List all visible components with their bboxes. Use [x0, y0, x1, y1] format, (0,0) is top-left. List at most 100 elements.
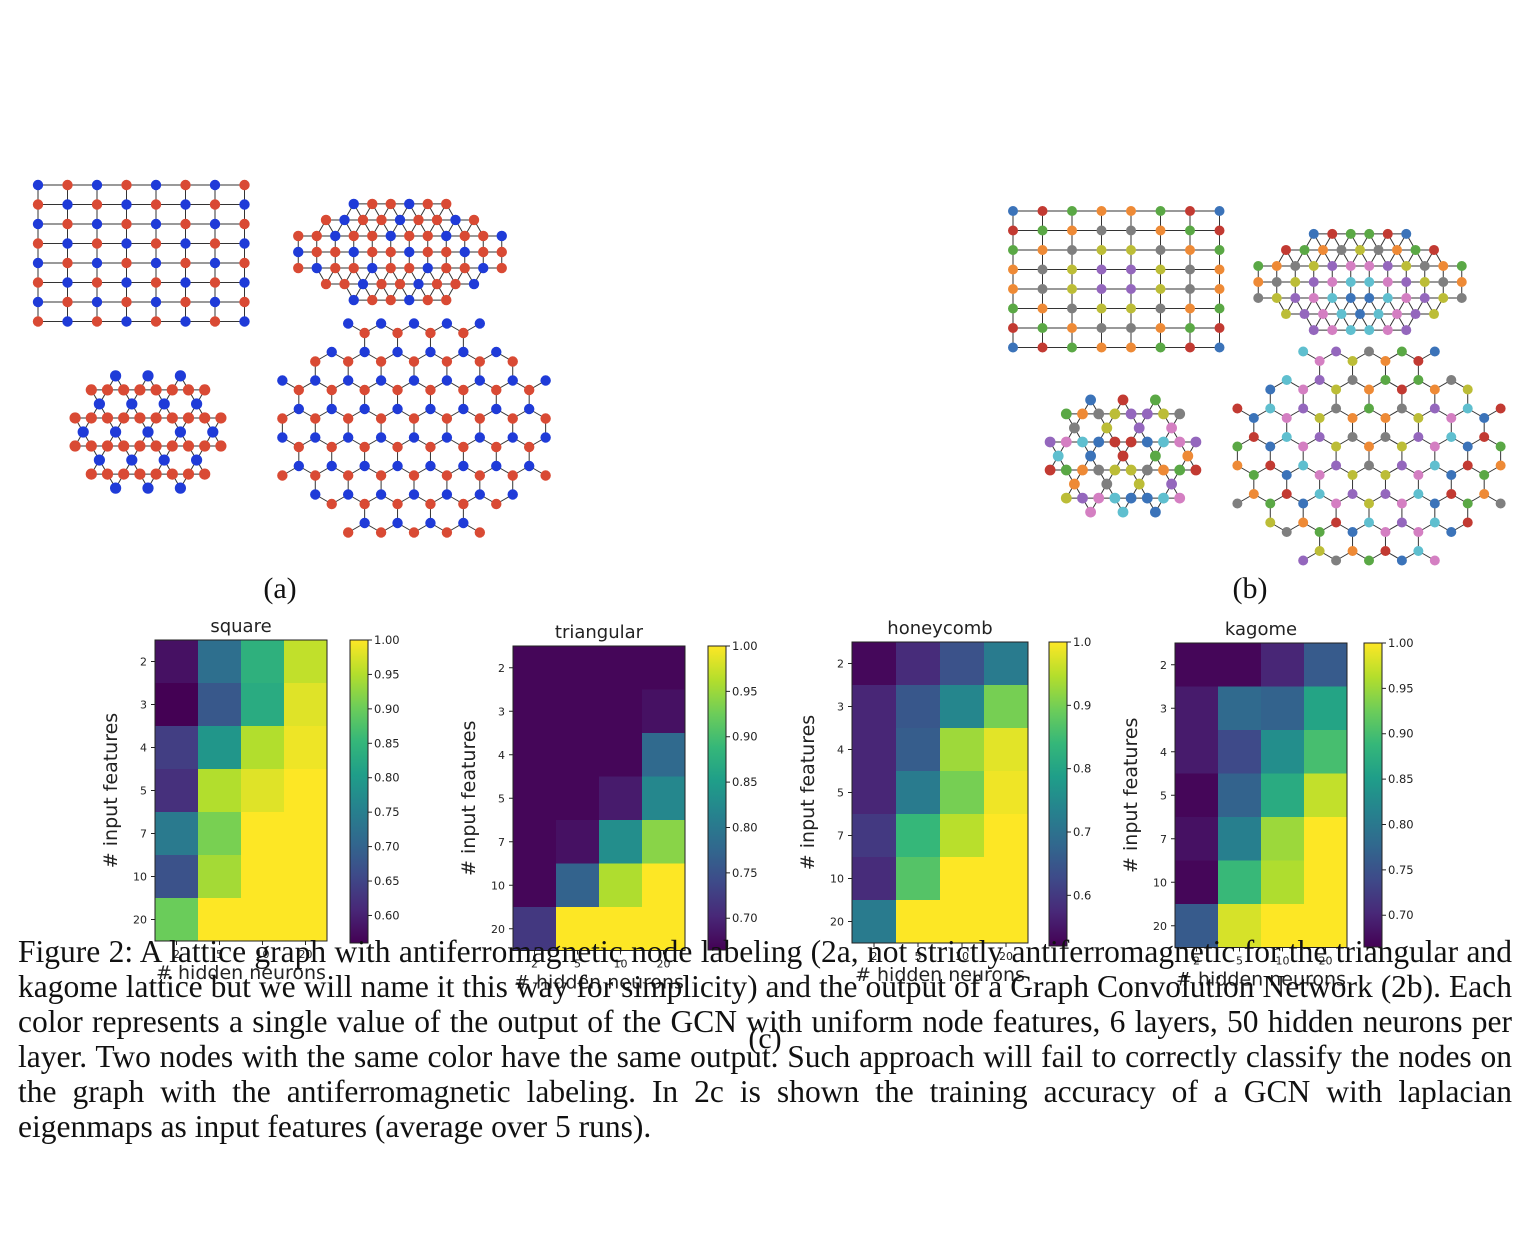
subfigure-label-c: (c) — [748, 1022, 781, 1055]
graph-node — [1008, 284, 1018, 294]
graph-node — [209, 316, 221, 327]
heatmap-cell — [1218, 730, 1262, 774]
graph-node — [1265, 460, 1276, 471]
graph-node — [293, 403, 305, 415]
heatmap-cell — [284, 726, 328, 770]
heatmap-cell — [940, 642, 985, 686]
graph-node — [1150, 506, 1161, 518]
heatmap-title: honeycomb — [887, 618, 992, 639]
graph-node — [425, 441, 436, 453]
graph-node — [1253, 277, 1264, 287]
y-tick-label: 3 — [140, 699, 147, 712]
graph-node — [118, 384, 130, 396]
graph-node — [32, 218, 44, 230]
graph-node — [85, 468, 97, 480]
y-axis-label: # input features — [458, 721, 480, 876]
graph-node — [1380, 470, 1391, 480]
heatmap-cell — [155, 898, 199, 942]
graph-node — [441, 230, 452, 242]
graph-node — [126, 398, 138, 410]
graph-node — [1401, 293, 1412, 304]
graph-node — [1190, 436, 1202, 448]
graph-node — [1037, 245, 1048, 255]
graph-node — [1345, 325, 1356, 336]
graph-node — [1446, 413, 1457, 423]
graph-node — [375, 375, 387, 386]
graph-node — [1214, 225, 1225, 236]
graph-node — [118, 468, 130, 480]
graph-node — [1298, 403, 1309, 414]
graph-node — [1093, 436, 1105, 448]
graph-node — [32, 238, 44, 249]
graph-node — [404, 198, 415, 210]
graph-node — [491, 441, 502, 453]
y-tick-label: 20 — [133, 914, 147, 927]
graph-node — [101, 468, 114, 480]
heatmap-cell — [155, 683, 199, 727]
figure-caption: Figure 2: A lattice graph with antiferro… — [18, 934, 1512, 1144]
graph-node — [1364, 498, 1374, 509]
x-tick-label: 2 — [1193, 955, 1200, 968]
heatmap-title: triangular — [555, 622, 644, 643]
graph-node — [1314, 432, 1325, 442]
graph-node — [110, 482, 122, 494]
graph-node — [1232, 403, 1243, 414]
heatmap-cell — [852, 900, 897, 944]
graph-node — [1271, 293, 1282, 304]
graph-node — [468, 278, 480, 290]
graph-node — [1438, 277, 1449, 287]
graph-node — [1182, 450, 1194, 462]
graph-node — [1067, 264, 1077, 275]
graph-node — [1364, 384, 1374, 395]
heatmap-cell — [241, 683, 285, 727]
graph-node — [359, 460, 370, 472]
heatmap-cell — [284, 640, 328, 684]
heatmap-cell — [513, 689, 557, 734]
graph-node — [1069, 422, 1080, 434]
graph-node — [1364, 555, 1374, 566]
graph-node — [1462, 403, 1473, 414]
graph-node — [348, 294, 359, 306]
colorbar-tick-label: 0.90 — [732, 730, 758, 744]
graph-node — [85, 384, 97, 396]
graph-node — [1166, 478, 1177, 490]
heatmap-cell — [155, 812, 199, 856]
graph-node — [1126, 264, 1136, 275]
graph-node — [320, 278, 332, 290]
heatmap-cell — [1175, 643, 1219, 687]
graph-node — [1364, 441, 1374, 452]
graph-node — [507, 356, 518, 367]
graph-node — [1155, 284, 1166, 294]
graph-node — [1462, 498, 1473, 509]
graph-node — [422, 246, 433, 258]
graph-node — [174, 482, 186, 494]
graph-node — [1446, 375, 1457, 385]
graph-node — [408, 470, 420, 481]
heatmap-cell — [984, 814, 1029, 858]
graph-node — [474, 527, 486, 538]
graph-node — [1380, 432, 1391, 442]
graph-node — [375, 318, 387, 329]
heatmap-cell — [241, 726, 285, 770]
graph-node — [1382, 228, 1393, 239]
graph-node — [1495, 403, 1506, 414]
graph-node — [134, 412, 146, 424]
graph-node — [1248, 432, 1259, 442]
graph-node — [1456, 293, 1467, 304]
graph-node — [459, 262, 470, 274]
x-tick-label: 10 — [955, 950, 969, 963]
heatmap-cell — [984, 900, 1029, 944]
heatmap-cell — [284, 812, 328, 856]
graph-node — [425, 384, 436, 396]
graph-node — [367, 262, 378, 274]
graph-node — [1052, 450, 1064, 462]
graph-node — [1413, 375, 1424, 385]
graph-node — [1364, 260, 1375, 271]
graph-node — [359, 441, 370, 453]
y-tick-label: 7 — [837, 830, 844, 843]
graph-node — [491, 498, 502, 510]
heatmap-cell — [198, 855, 242, 899]
heatmap-cell — [284, 855, 328, 899]
graph-node — [496, 230, 507, 242]
graph-node — [1281, 309, 1291, 320]
